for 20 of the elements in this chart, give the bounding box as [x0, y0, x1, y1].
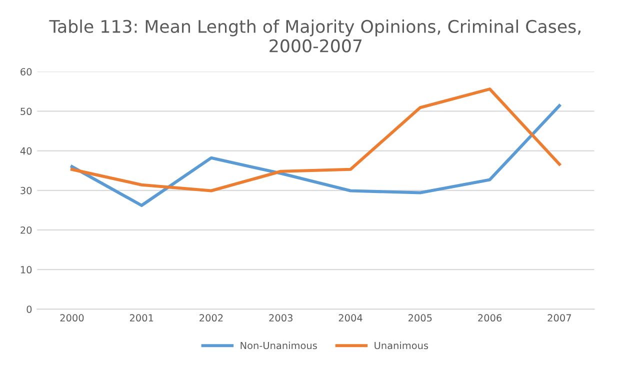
- x-tick-label: 2004: [338, 314, 362, 322]
- x-tick-label: 2007: [548, 314, 571, 322]
- y-tick-label: 50: [20, 108, 32, 116]
- y-tick-label: 20: [20, 226, 32, 234]
- y-tick-label: 0: [26, 306, 32, 313]
- x-tick-label: 2000: [60, 314, 84, 322]
- x-tick-label: 2006: [478, 314, 502, 322]
- y-tick-label: 60: [20, 68, 32, 76]
- y-tick-label: 40: [20, 147, 32, 155]
- chart-title: Table 113: Mean Length of Majority Opinions, Criminal Cases, 2000-2007: [49, 20, 580, 52]
- x-tick-label: 2005: [408, 314, 432, 322]
- legend-label: Unanimous: [374, 342, 428, 350]
- x-tick-label: 2003: [269, 314, 292, 322]
- x-tick-label: 2002: [200, 314, 223, 322]
- legend-label: Non-Unanimous: [240, 342, 317, 350]
- y-tick-label: 10: [20, 266, 32, 274]
- y-tick-label: 30: [20, 186, 32, 194]
- x-tick-label: 2001: [130, 314, 154, 322]
- line-series: [70, 104, 561, 207]
- line-series: [70, 88, 561, 192]
